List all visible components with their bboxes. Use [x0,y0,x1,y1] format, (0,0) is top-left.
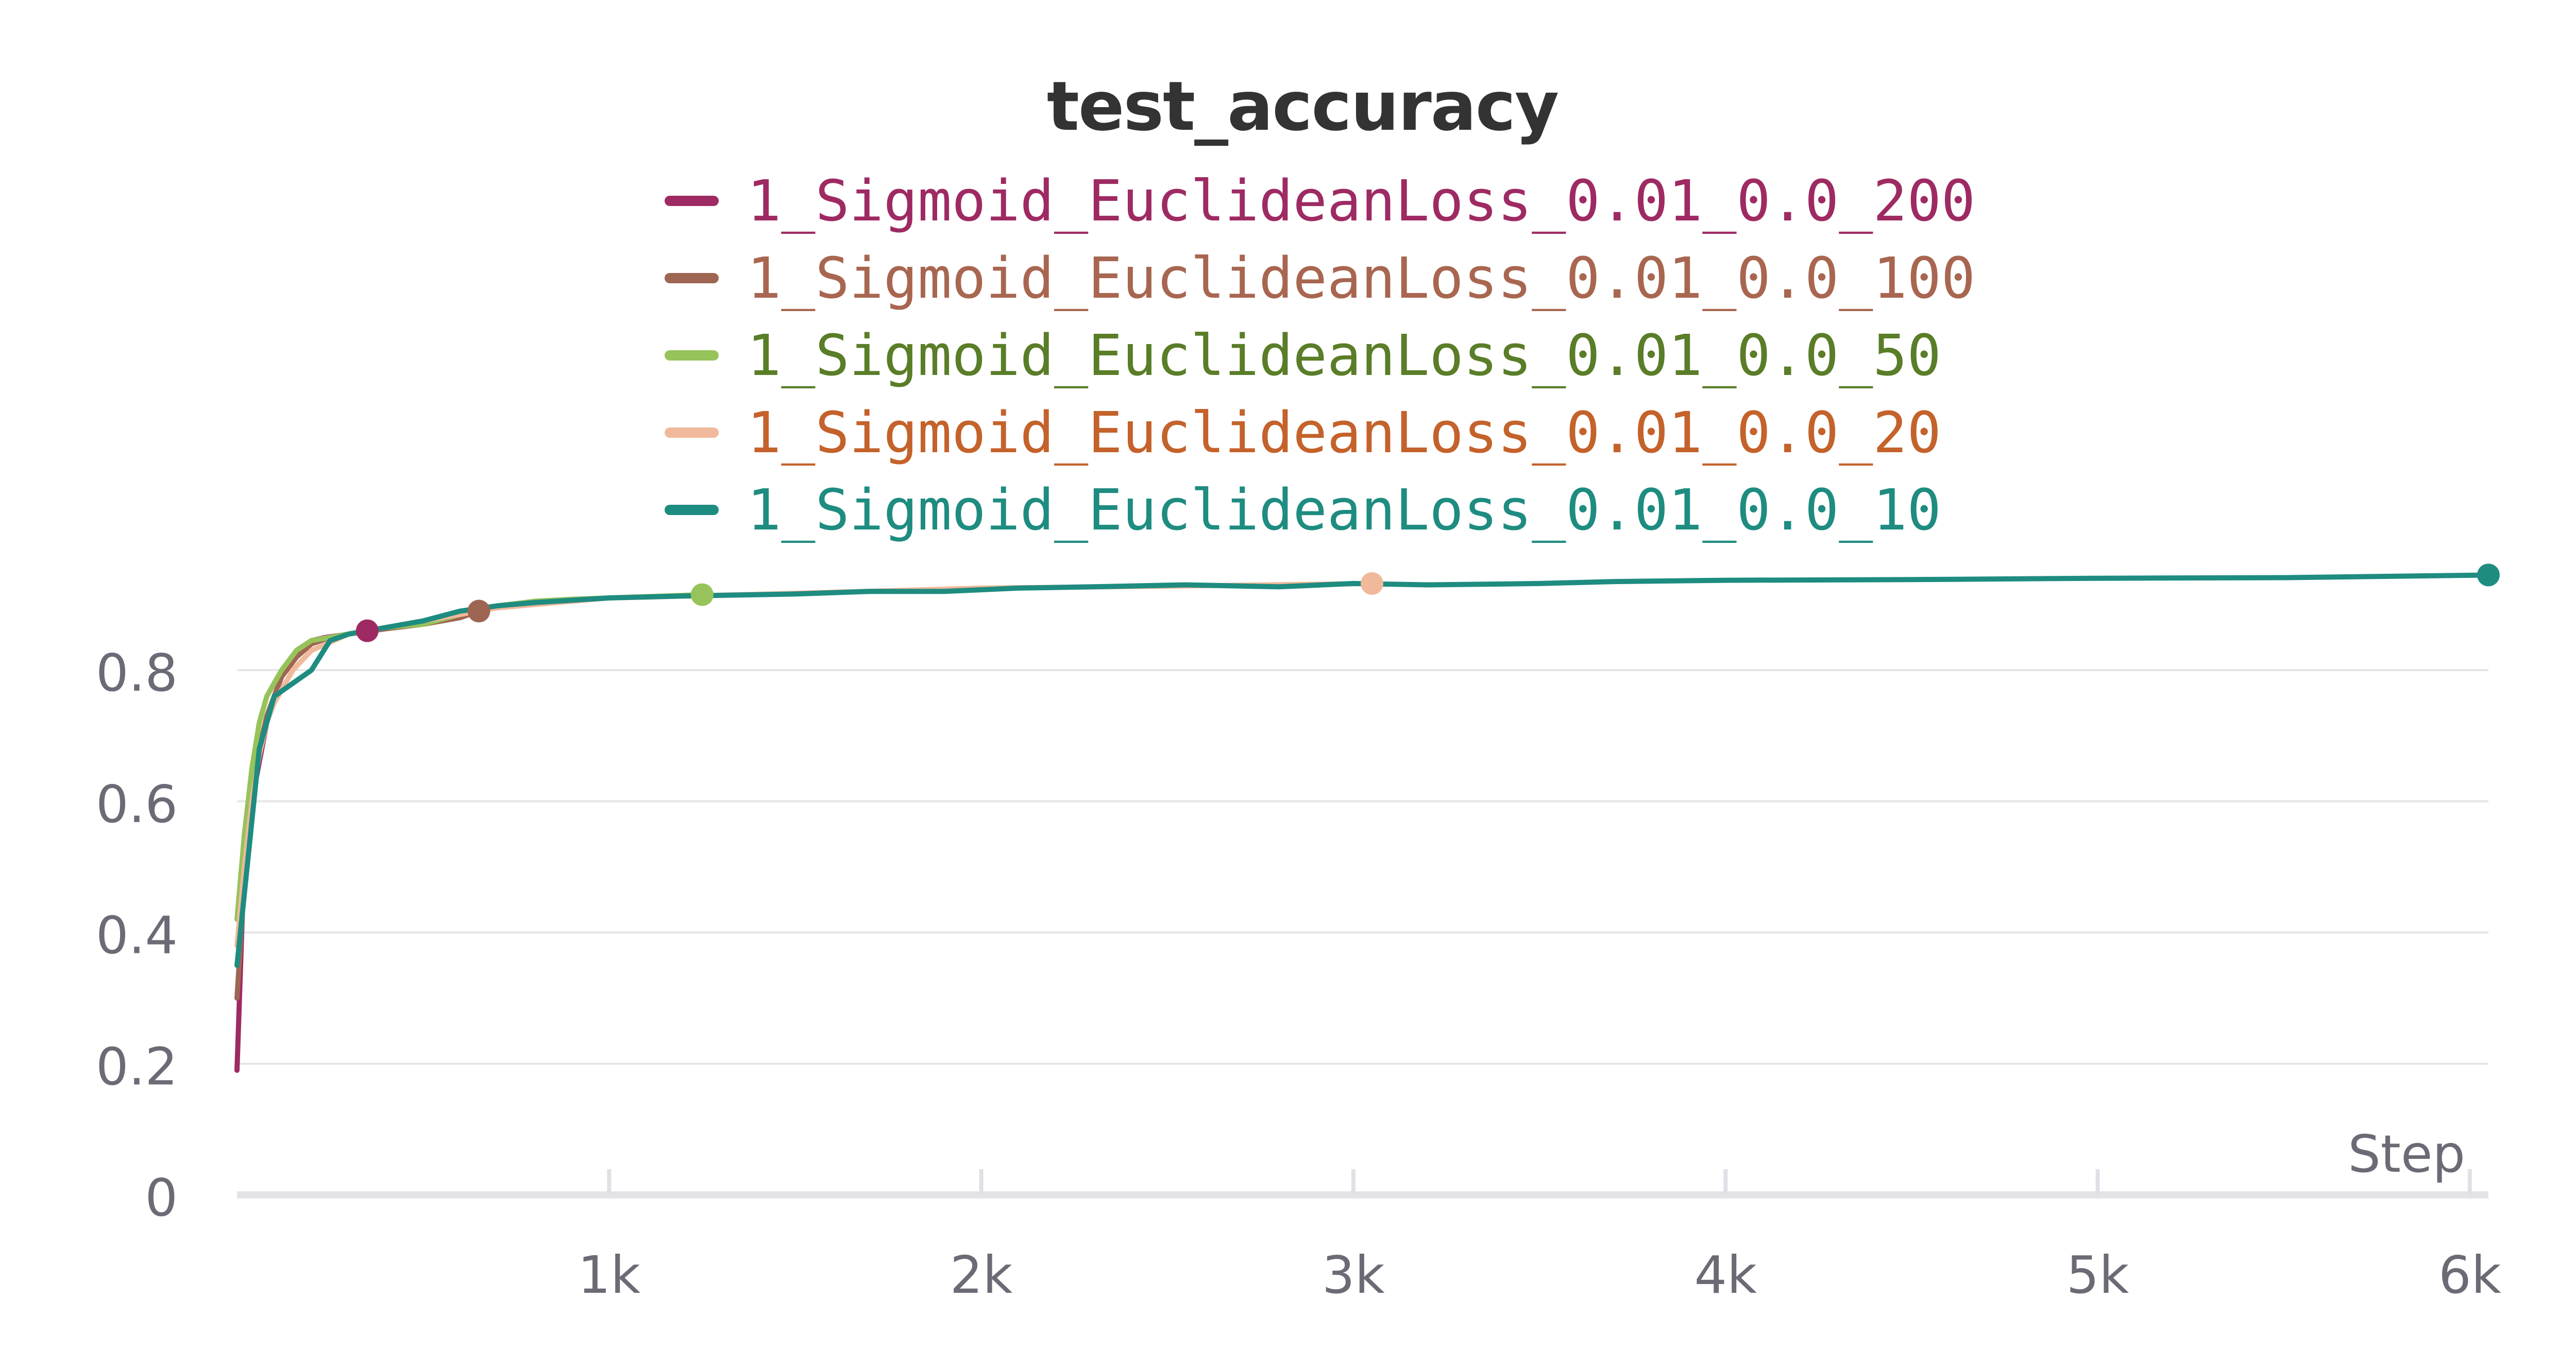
legend-swatch [665,427,719,438]
series-line-4 [234,572,2491,968]
legend-label: 1_Sigmoid_EuclideanLoss_0.01_0.0_100 [747,245,1976,311]
x-tick-label: 1k [578,1245,641,1305]
y-tick-label: 0.6 [96,774,178,834]
legend-item[interactable]: 1_Sigmoid_EuclideanLoss_0.01_0.0_200 [665,162,1975,240]
y-tick-label: 0.8 [96,643,178,703]
x-tick-label: 5k [2066,1245,2129,1305]
legend-swatch [665,273,719,283]
series-line-3 [234,580,1375,948]
legend-label: 1_Sigmoid_EuclideanLoss_0.01_0.0_50 [747,322,1941,388]
y-tick-label: 0.4 [96,905,178,966]
series-end-point-3 [1361,572,1384,595]
x-tick-label: 6k [2438,1245,2501,1305]
series-line-0 [234,628,370,1073]
series-end-point-2 [690,583,714,606]
x-tick-label: 3k [1322,1245,1385,1305]
legend-item[interactable]: 1_Sigmoid_EuclideanLoss_0.01_0.0_50 [665,317,1975,394]
series-end-point-1 [467,600,490,623]
legend-label: 1_Sigmoid_EuclideanLoss_0.01_0.0_20 [747,400,1941,466]
legend-item[interactable]: 1_Sigmoid_EuclideanLoss_0.01_0.0_20 [665,394,1975,471]
y-tick-label: 0.2 [96,1036,178,1097]
legend-swatch [665,350,719,361]
legend-item[interactable]: 1_Sigmoid_EuclideanLoss_0.01_0.0_100 [665,240,1975,317]
x-axis-title: Step [2348,1124,2465,1184]
legend-item[interactable]: 1_Sigmoid_EuclideanLoss_0.01_0.0_10 [665,471,1975,549]
x-tick-label: 4k [1694,1245,1757,1305]
legend-label: 1_Sigmoid_EuclideanLoss_0.01_0.0_200 [747,168,1976,234]
x-tick-label: 2k [950,1245,1013,1305]
legend-label: 1_Sigmoid_EuclideanLoss_0.01_0.0_10 [747,477,1941,543]
y-tick-label: 0 [145,1168,178,1228]
series-end-point-4 [2477,563,2500,587]
chart-title: test_accuracy [1046,67,1559,146]
series-end-point-0 [355,619,379,642]
legend-swatch [665,196,719,206]
series-line-2 [234,592,705,922]
chart-legend: 1_Sigmoid_EuclideanLoss_0.01_0.0_200 1_Si… [665,162,1975,549]
legend-swatch [665,505,719,515]
